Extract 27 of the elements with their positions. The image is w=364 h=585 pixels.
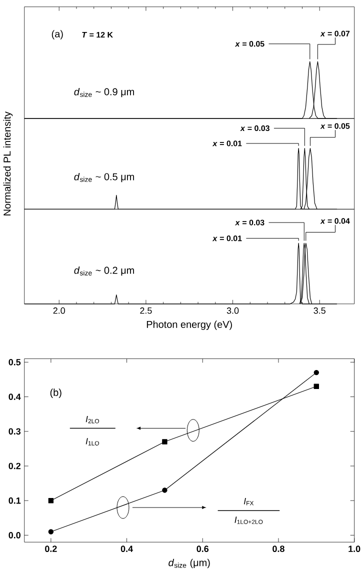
x-axis-title: Photon energy (eV) <box>147 320 232 330</box>
x-tick-label: 0.8 <box>272 546 285 552</box>
text: (a) <box>52 30 63 40</box>
annotation: I$_{1LO}$ <box>86 438 100 446</box>
x-tick-label: 3.5 <box>314 307 326 314</box>
x-tick-label: 0.6 <box>196 546 209 552</box>
x-tick-label: 2.0 <box>53 307 66 314</box>
y-tick-label: 0.5 <box>8 359 21 366</box>
x-tick-label: 2.5 <box>140 307 152 314</box>
x-tick-label: 0.4 <box>120 546 134 552</box>
x-tick-label: 3.0 <box>226 307 239 314</box>
annotation: (b) <box>50 388 62 398</box>
y-tick-label: 0.3 <box>8 428 21 435</box>
y-axis-title: Normalized PL intensity <box>3 112 13 216</box>
annotation: I$_{1LO+2LO}$ <box>234 516 263 524</box>
y-tick-label: 0.2 <box>8 462 21 470</box>
x-tick-label: 0.2 <box>45 546 57 552</box>
y-tick-label: 0.4 <box>8 394 21 400</box>
annotation: d$_{size}$ ~ 0.2 μm <box>74 266 134 276</box>
annotation: d$_{size}$ ~ 0.9 μm <box>74 88 134 98</box>
annotation: d$_{size}$ ~ 0.5 μm <box>74 172 134 182</box>
x-tick-label: 1.0 <box>348 546 360 552</box>
y-tick-label: 0.0 <box>8 532 21 538</box>
annotation: I$_{FX}$ <box>244 498 254 506</box>
x-axis-title: d$_{size}$ (μm) <box>168 558 210 568</box>
y-tick-label: 0.1 <box>8 497 21 504</box>
annotation: I$_{2LO}$ <box>86 416 100 424</box>
